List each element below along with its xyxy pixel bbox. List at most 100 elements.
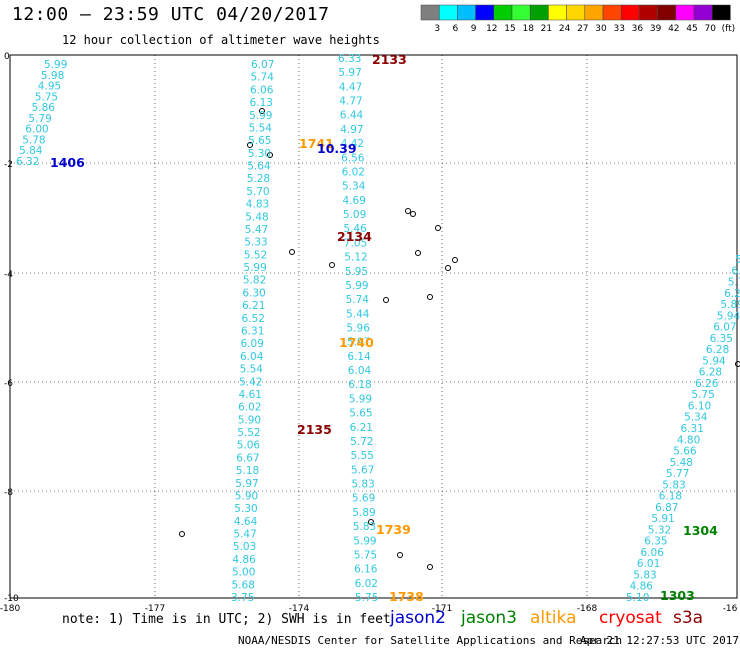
page-subtitle: 12 hour collection of altimeter wave hei…	[62, 33, 380, 47]
legend-sat-jason3: jason3	[461, 608, 517, 628]
page-title: 12:00 – 23:59 UTC 04/20/2017	[12, 4, 330, 25]
legend-sat-cryosat: cryosat	[599, 608, 662, 628]
island-outline	[267, 152, 273, 158]
wave-height-value: 5.54	[249, 123, 273, 135]
wave-height-value: 6.26	[695, 378, 719, 390]
wave-height-value: 4.64	[234, 516, 258, 528]
wave-height-value: 6.35	[710, 333, 733, 345]
wave-height-value: 6.52	[242, 313, 265, 325]
wave-height-value: 6.07	[251, 59, 274, 71]
colorbar-swatch	[493, 4, 513, 21]
colorbar: 3 6 9 12 15 18 21 24 27 30 33 36 39 42 45 70 (ft)	[420, 4, 735, 34]
wave-height-value: 6.31	[681, 423, 704, 435]
wave-height-value: 6.14	[347, 351, 371, 363]
wave-height-value: 5.30	[234, 503, 257, 515]
colorbar-swatch	[457, 4, 476, 21]
colorbar-swatch	[657, 4, 677, 21]
legend-sat-altika: altika	[530, 608, 577, 628]
credit-text: NOAA/NESDIS Center for Satellite Applica…	[238, 634, 623, 647]
wave-height-value: 5.83	[633, 570, 656, 582]
colorbar-label: 12	[486, 24, 497, 34]
wave-height-value: 6.00	[25, 124, 48, 136]
island-outline	[383, 297, 389, 303]
wave-height-value: 5.96	[347, 323, 371, 335]
wave-height-value: 5.48	[245, 211, 268, 223]
wave-height-value: 5.54	[240, 364, 264, 376]
lat-tick-label: -6	[4, 379, 13, 389]
lat-tick-label: -2	[4, 160, 13, 170]
lat-tick-label: -8	[4, 488, 13, 498]
island-outline	[405, 208, 411, 214]
wave-height-value: 5.75	[35, 91, 58, 103]
wave-height-value: 5.83	[353, 521, 376, 533]
colorbar-swatch	[639, 4, 658, 21]
wave-height-value: 5.95	[345, 266, 368, 278]
colorbar-swatch	[529, 4, 549, 21]
wave-height-value: 6.04	[240, 351, 264, 363]
colorbar-label: 3	[434, 24, 440, 34]
wave-height-value: 5.65	[248, 135, 271, 147]
wave-height-value: 6.06	[250, 84, 274, 96]
wave-height-value: 5.74	[346, 294, 370, 306]
colorbar-swatch	[475, 4, 495, 21]
wave-height-value: 5.94	[717, 310, 740, 322]
colorbar-swatch	[711, 4, 731, 21]
lon-tick-label: -171	[432, 604, 452, 614]
wave-height-value: 4.83	[246, 199, 269, 211]
colorbar-swatch	[548, 4, 567, 21]
wave-height-value: 5.68	[232, 579, 255, 591]
wave-height-value: 4.80	[677, 434, 700, 446]
timestamp-text: Apr 21 12:27:53 UTC 2017	[580, 634, 739, 647]
wave-height-value: 5.66	[673, 446, 697, 458]
wave-height-value: 6.07	[713, 322, 736, 334]
wave-height-value: 5.64	[247, 161, 271, 173]
wave-height-value: 5.32	[648, 524, 671, 536]
wave-height-value: 5.75	[354, 549, 377, 561]
wave-height-value: 5.00	[232, 567, 255, 579]
wave-height-value: 5.99	[249, 110, 272, 122]
wave-height-value: 5.89	[721, 299, 740, 311]
colorbar-swatch	[602, 4, 622, 21]
pass-time-label: 1741	[299, 136, 334, 151]
colorbar-swatch	[693, 4, 713, 21]
wave-height-value: 5.83	[351, 479, 374, 491]
wave-height-value: 4.69	[343, 195, 366, 207]
colorbar-label: 6	[453, 24, 459, 34]
island-outline	[259, 108, 265, 114]
wave-height-value: 5.97	[338, 67, 361, 79]
wave-height-value: 5.46	[343, 223, 367, 235]
altimeter-tracks: 5.995.984.955.755.865.796.005.785.846.32…	[16, 53, 740, 604]
pass-time-label: 1740	[339, 335, 374, 350]
wave-height-value: 5.86	[32, 102, 56, 114]
colorbar-label: 45	[686, 24, 697, 34]
pass-time-label: 1304	[683, 523, 718, 538]
wave-height-value: 5.47	[245, 224, 268, 236]
wave-height-value: 5.94	[702, 355, 726, 367]
island-outline	[445, 265, 451, 271]
island-outline	[368, 519, 374, 525]
wave-height-value: 4.42	[341, 138, 364, 150]
wave-height-value: 5.65	[349, 408, 372, 420]
wave-height-value: 3.75	[231, 592, 254, 604]
wave-height-value: 5.90	[238, 414, 261, 426]
wave-height-value: 5.69	[352, 493, 375, 505]
island-outline	[435, 225, 441, 231]
wave-height-value: 6.02	[238, 402, 261, 414]
island-outline	[427, 564, 433, 570]
lat-tick-label: -10	[4, 594, 19, 604]
wave-height-value: 6.28	[699, 367, 722, 379]
wave-height-value: 5.18	[236, 465, 259, 477]
wave-height-value: 6.02	[355, 578, 378, 590]
lon-tick-label: -174	[289, 604, 310, 614]
colorbar-swatch	[511, 4, 531, 21]
wave-height-value: 5.10	[626, 592, 649, 604]
colorbar-swatch	[566, 4, 586, 21]
wave-height-value: 7.05	[344, 237, 367, 249]
wave-height-value: 5.7	[728, 277, 740, 289]
island-outline	[289, 249, 295, 255]
wave-height-value: 5.12	[344, 252, 367, 264]
wave-height-value: 5.42	[239, 376, 262, 388]
wave-height-value: 5.75	[355, 592, 378, 604]
wave-height-value: 5.89	[352, 507, 375, 519]
pass-time-label: 1303	[660, 588, 695, 603]
